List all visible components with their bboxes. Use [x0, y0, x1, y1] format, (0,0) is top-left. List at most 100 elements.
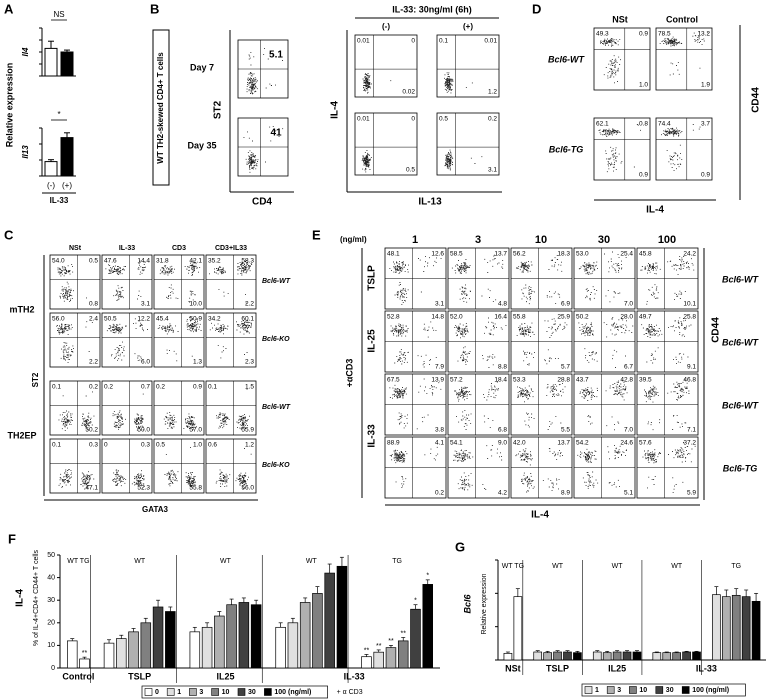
quadrant-value: 2.4 [89, 316, 98, 323]
dots [164, 447, 196, 488]
bar [741, 596, 751, 661]
quadrant-value: 39.5 [639, 377, 652, 384]
header: IL-33: 30ng/ml (6h) [392, 4, 472, 14]
quadrant-value: 0.1 [439, 38, 448, 45]
category: (-) [47, 181, 55, 190]
quadrant-value: 0.9 [639, 31, 648, 38]
dots [579, 379, 628, 431]
bar [503, 652, 513, 661]
quadrant-value: 14.8 [431, 314, 444, 321]
dots [246, 48, 283, 95]
column-label: (-) [382, 22, 390, 31]
legend-label: 100 (ng/ml) [692, 687, 729, 694]
legend-label: 1 [177, 689, 181, 696]
gene-name: Il13 [21, 145, 30, 159]
row-label: Day 35 [187, 140, 216, 150]
bar [751, 600, 761, 661]
significance: * [414, 598, 417, 605]
legend-label: 10 [222, 689, 230, 696]
quadrant-value: 3.1 [435, 301, 444, 308]
dots [112, 469, 145, 489]
quadrant-value: 41 [270, 128, 282, 139]
bar [682, 651, 691, 661]
bar [324, 572, 335, 669]
unit: (ng/ml) [340, 235, 367, 244]
group-label: TH2EP [7, 430, 36, 440]
dots [600, 38, 621, 84]
quadrant-value: 7.9 [435, 364, 444, 371]
dots [598, 124, 641, 173]
quadrant-value: 14.4 [137, 258, 150, 265]
group-label: TSLP [546, 663, 569, 673]
bar [361, 656, 372, 669]
panel-label: D [532, 1, 541, 16]
y-label: ST2 [31, 372, 40, 387]
quadrant-value: 56.2 [513, 251, 526, 258]
group-label: IL-33 [344, 671, 365, 681]
quadrant-value: 50.9 [189, 316, 202, 323]
quadrant-value: 67.5 [387, 377, 400, 384]
quadrant-value: 49.7 [639, 314, 652, 321]
dots [516, 255, 563, 305]
plot-frame [655, 117, 713, 181]
quadrant-value: 0.9 [639, 172, 648, 179]
legend-label: 3 [617, 687, 621, 694]
quadrant-value: 56.0 [241, 485, 254, 492]
dots [390, 321, 437, 368]
quadrant-value: 54.2 [576, 440, 589, 447]
row-label: Bcl6-WT [722, 337, 760, 347]
dots [516, 318, 568, 366]
bar [44, 47, 58, 77]
bar [116, 638, 127, 669]
quadrant-value: 1.0 [193, 442, 202, 449]
column-label: NSt [69, 245, 82, 252]
quadrant-value: 5.1 [624, 490, 633, 497]
quadrant-value: 10.1 [683, 301, 696, 308]
quadrant-value: 42.1 [189, 258, 202, 265]
row-label: Bcl6-WT [722, 400, 760, 410]
bar [397, 640, 409, 669]
dots [58, 469, 95, 490]
quadrant-value: 0.1 [52, 442, 61, 449]
dots [453, 445, 503, 491]
bar [60, 137, 74, 177]
column-label: CD3+IL33 [215, 245, 247, 252]
bar [543, 652, 552, 661]
dots [578, 251, 627, 303]
quadrant-value: 13.9 [431, 377, 444, 384]
quadrant-value: 4.8 [498, 301, 507, 308]
quadrant-value: 57.0 [189, 427, 202, 434]
quadrant-value: 6.0 [141, 359, 150, 366]
quadrant-value: 1.3 [193, 359, 202, 366]
column-label: (+) [463, 22, 473, 31]
dots [642, 442, 696, 494]
legend-swatch [655, 686, 664, 694]
column-label: 10 [535, 234, 547, 246]
quadrant-value: 45.4 [156, 316, 169, 323]
y-label: % of IL-4+CD4+ CD44+ T cells [33, 549, 40, 646]
quadrant-value: 0.3 [141, 442, 150, 449]
group-top-label: WT [612, 563, 624, 570]
dots [517, 382, 566, 430]
y-label: CD44 [711, 317, 722, 343]
y-label: IL-4 [330, 101, 341, 119]
quadrant-value: 37.2 [683, 440, 696, 447]
significance: * [426, 573, 429, 580]
quadrant-value: 0 [411, 116, 415, 123]
bar [385, 647, 397, 669]
bar [573, 652, 582, 661]
dots [454, 317, 507, 368]
quadrant-value: 1.9 [701, 82, 710, 89]
quadrant-value: 18.4 [494, 377, 507, 384]
panel-label: B [150, 1, 159, 16]
plot-frame [49, 380, 101, 436]
quadrant-value: 28.8 [557, 377, 570, 384]
quadrant-value: 49.3 [596, 31, 609, 38]
group-top-label: WT [671, 563, 683, 570]
dots [640, 255, 695, 305]
x-label: GATA3 [142, 505, 168, 514]
quadrant-value: 4.2 [498, 490, 507, 497]
quadrant-value: 10.0 [189, 301, 202, 308]
group-label: IL-33 [696, 663, 717, 673]
dots [577, 445, 627, 489]
